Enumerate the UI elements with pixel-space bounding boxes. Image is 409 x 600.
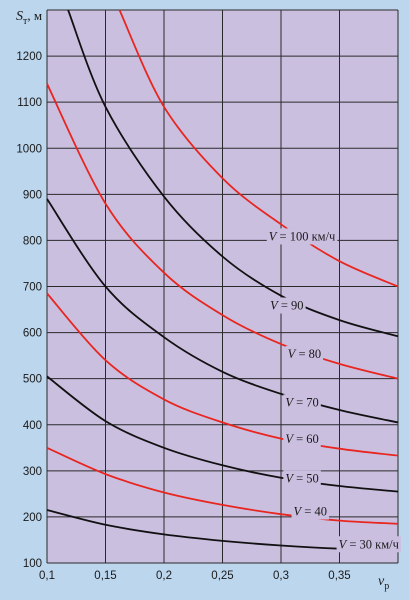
curve-label-prefix: V [339, 537, 348, 551]
x-tick-label: 0,1 [39, 570, 55, 582]
curve-label-value: = 40 [301, 505, 327, 519]
y-tick-label: 300 [23, 466, 42, 478]
x-axis-title: νр [378, 574, 389, 592]
y-tick-label: 1000 [16, 143, 42, 155]
x-axis-title-main: ν [378, 574, 385, 589]
curve-label-value: = 90 [278, 299, 304, 313]
curve-label: V = 40 [294, 505, 327, 519]
curve-label: V = 100 км/ч [269, 229, 336, 243]
curve-label: V = 80 [288, 347, 321, 361]
y-tick-label: 800 [23, 235, 42, 247]
y-tick-label: 100 [23, 558, 42, 570]
curve-label-value: = 70 [293, 395, 319, 409]
curve-label-prefix: V [285, 471, 294, 485]
curve-label-prefix: V [285, 395, 294, 409]
curve-label-value: = 60 [293, 432, 319, 446]
speed-curve [46, 375, 399, 493]
speed-curve [46, 292, 399, 457]
curve-labels: V = 30 км/чV = 40V = 50V = 60V = 70V = 8… [266, 228, 401, 553]
x-tick-label: 0,2 [156, 570, 172, 582]
y-axis-title: Sт, м [16, 8, 42, 27]
curve-label-prefix: V [270, 299, 279, 313]
x-axis-title-sub: р [384, 581, 389, 592]
y-tick-label: 700 [23, 282, 42, 294]
curve-label-background [268, 297, 306, 314]
curve-label-prefix: V [294, 505, 303, 519]
y-tick-label: 400 [23, 420, 42, 432]
curve-label-prefix: V [288, 347, 297, 361]
curve-label: V = 60 [285, 432, 318, 446]
curve-label-background [283, 431, 321, 448]
speed-curve [46, 446, 399, 525]
curve-label-background [285, 345, 324, 362]
x-tick-label: 0,35 [328, 570, 350, 582]
y-tick-label: 1100 [17, 97, 42, 109]
curve-label-value: = 80 [295, 347, 321, 361]
curve-label-value: = 50 [293, 471, 319, 485]
curve-label-prefix: V [285, 432, 294, 446]
speed-curve [118, 9, 399, 288]
curve-label-value: = 100 км/ч [276, 229, 335, 243]
curve-label: V = 70 [285, 395, 318, 409]
curve-label-background [283, 470, 321, 487]
speed-curve [67, 9, 399, 338]
curve-label-prefix: V [269, 229, 278, 243]
y-axis-title-sub: т [23, 16, 28, 27]
x-tick-label: 0,25 [211, 570, 233, 582]
curve-label-background [336, 536, 401, 553]
speed-curve [46, 198, 399, 424]
curve-label-background [283, 394, 321, 411]
curve-label-background [291, 503, 329, 520]
curve-label: V = 90 [270, 299, 303, 313]
y-axis-title-main: S [16, 9, 23, 24]
y-tick-label: 200 [23, 512, 42, 524]
curve-label: V = 30 км/ч [339, 537, 399, 551]
y-tick-label: 900 [23, 189, 42, 201]
y-tick-label: 1200 [16, 51, 42, 63]
curve-label: V = 50 [285, 471, 318, 485]
x-tick-label: 0,3 [273, 570, 289, 582]
y-tick-label: 500 [23, 374, 42, 386]
speed-curve [46, 83, 399, 380]
y-axis-title-unit: , м [27, 8, 42, 23]
curves [46, 9, 399, 552]
curve-label-value: = 30 км/ч [346, 537, 399, 551]
y-tick-label: 600 [23, 328, 42, 340]
tick-labels: 0,1 0,15 0,2 0,25 0,3 0,35 100 200 300 400 500 600 7… [16, 51, 350, 582]
x-tick-label: 0,15 [94, 570, 116, 582]
curve-label-background [266, 228, 338, 245]
